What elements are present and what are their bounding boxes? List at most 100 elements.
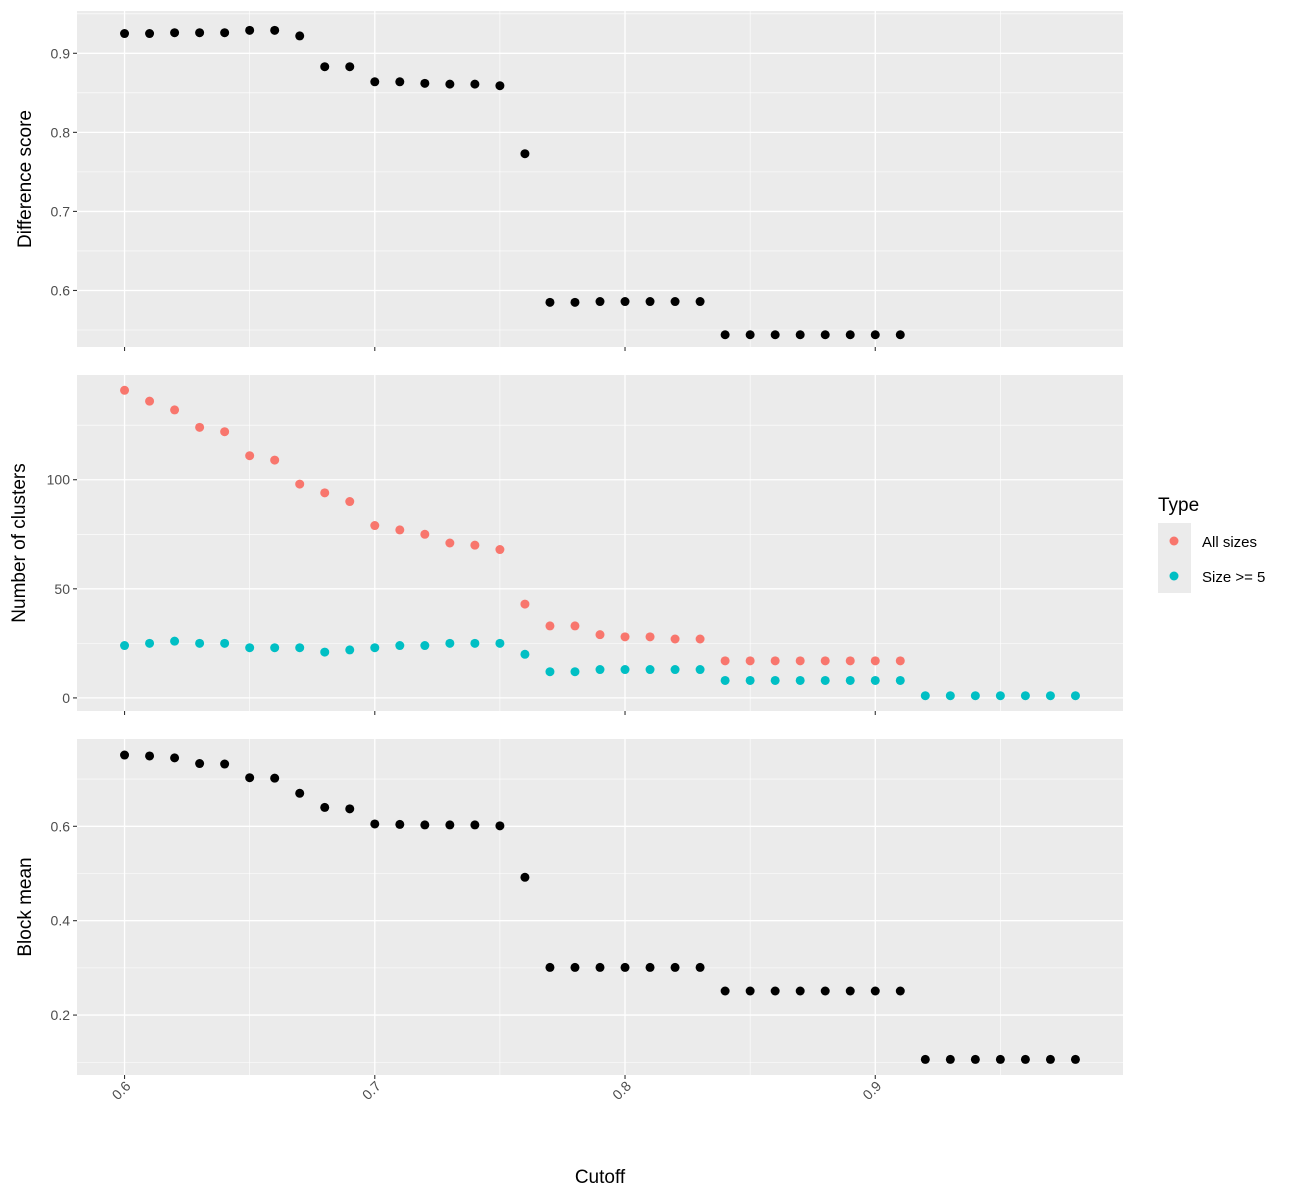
data-point [295, 643, 305, 653]
data-point [695, 962, 705, 972]
data-point [1070, 691, 1080, 701]
data-point [220, 638, 230, 648]
data-point [870, 330, 880, 340]
data-point [170, 636, 180, 646]
data-point [220, 427, 230, 437]
data-point [770, 675, 780, 685]
x-tick-label: 0.6 [109, 1078, 134, 1103]
data-point [670, 297, 680, 307]
data-point [295, 788, 305, 798]
data-point [345, 645, 355, 655]
data-point [920, 691, 930, 701]
data-point [570, 667, 580, 677]
data-point [320, 802, 330, 812]
data-point [720, 986, 730, 996]
y-tick-label: 0.9 [51, 45, 71, 61]
data-point [820, 330, 830, 340]
legend-title: Type [1158, 495, 1199, 516]
panel-background [77, 11, 1123, 347]
data-point [820, 675, 830, 685]
data-point [595, 665, 605, 675]
data-point [970, 691, 980, 701]
data-point [895, 675, 905, 685]
data-point [995, 1054, 1005, 1064]
data-point [1070, 1054, 1080, 1064]
data-point [895, 656, 905, 666]
data-point [820, 986, 830, 996]
legend-label-size-ge-5: Size >= 5 [1202, 569, 1265, 586]
data-point [545, 621, 555, 631]
data-point [220, 759, 230, 769]
y-tick-label: 0.6 [51, 818, 71, 834]
data-point [145, 638, 155, 648]
data-point [645, 632, 655, 642]
data-point [745, 656, 755, 666]
data-point [370, 521, 380, 531]
y-axis-title: Difference score [15, 110, 36, 248]
data-point [420, 529, 430, 539]
legend: Type All sizes Size >= 5 [1158, 495, 1265, 593]
data-point [520, 872, 530, 882]
data-point [395, 525, 405, 535]
data-point [245, 451, 255, 461]
data-point [845, 330, 855, 340]
data-point [420, 641, 430, 651]
data-point [1045, 691, 1055, 701]
data-point [1020, 1054, 1030, 1064]
data-point [495, 821, 505, 831]
data-point [870, 675, 880, 685]
data-point [1045, 1054, 1055, 1064]
legend-key-size-ge-5 [1169, 571, 1179, 581]
data-point [770, 330, 780, 340]
data-point [145, 29, 155, 39]
data-point [670, 665, 680, 675]
data-point [320, 647, 330, 657]
data-point [545, 962, 555, 972]
data-point [845, 986, 855, 996]
data-point [270, 25, 280, 35]
data-point [545, 297, 555, 307]
data-point [770, 656, 780, 666]
data-point [470, 820, 480, 830]
panel-background [77, 739, 1123, 1075]
data-point [970, 1054, 980, 1064]
data-point [520, 149, 530, 159]
data-point [495, 81, 505, 91]
data-point [495, 545, 505, 555]
data-point [270, 455, 280, 465]
data-point [245, 773, 255, 783]
data-point [895, 330, 905, 340]
y-axis-title: Block mean [15, 857, 36, 956]
data-point [745, 330, 755, 340]
data-point [195, 759, 205, 769]
data-point [695, 634, 705, 644]
data-point [645, 297, 655, 307]
data-point [395, 641, 405, 651]
data-point [570, 962, 580, 972]
data-point [645, 962, 655, 972]
panel-2: 0 50 100 Number of clusters [9, 375, 1123, 715]
y-axis-title: Number of clusters [9, 463, 30, 622]
data-point [595, 297, 605, 307]
data-point [120, 29, 130, 39]
data-point [445, 538, 455, 548]
panel-1: 0.6 0.7 0.8 0.9 Difference score [15, 11, 1123, 351]
data-point [495, 638, 505, 648]
data-point [120, 385, 130, 395]
data-point [420, 78, 430, 88]
legend-label-all-sizes: All sizes [1202, 534, 1257, 551]
data-point [570, 297, 580, 307]
data-point [395, 77, 405, 87]
data-point [695, 297, 705, 307]
y-tick-label: 100 [47, 472, 71, 488]
data-point [170, 28, 180, 38]
data-point [945, 691, 955, 701]
data-point [995, 691, 1005, 701]
y-tick-label: 0.6 [51, 282, 71, 298]
data-point [195, 638, 205, 648]
y-tick-label: 0.8 [51, 124, 71, 140]
data-point [895, 986, 905, 996]
data-point [470, 540, 480, 550]
data-point [320, 488, 330, 498]
